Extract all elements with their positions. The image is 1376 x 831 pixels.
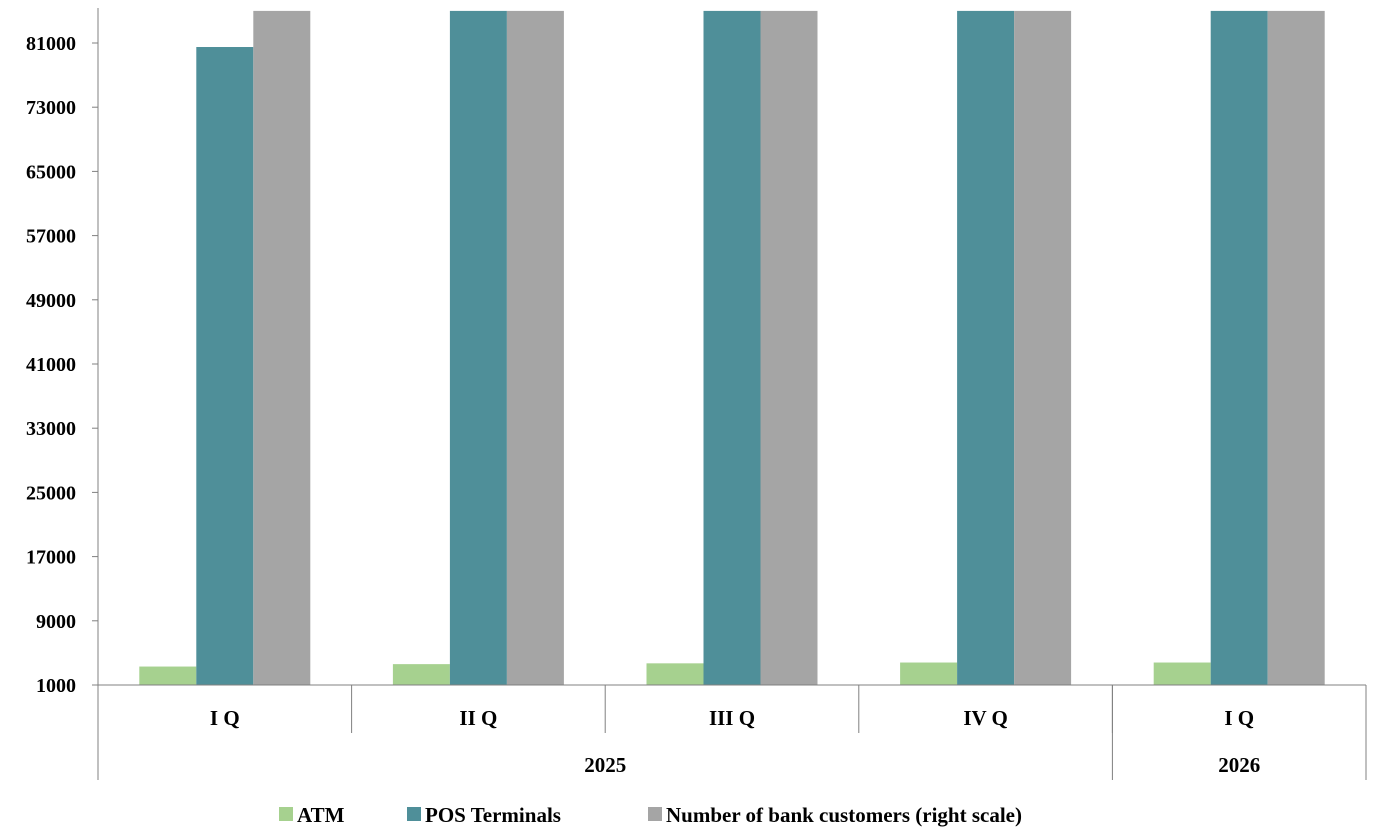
y-tick-label: 65000 (26, 161, 76, 183)
legend-swatch (648, 807, 662, 821)
bar-atm-0 (139, 666, 197, 685)
bar-atm-2 (646, 663, 704, 685)
legend-swatch (407, 807, 421, 821)
legend-label: POS Terminals (425, 803, 561, 827)
bar-atm-1 (392, 664, 450, 685)
y-tick-label: 9000 (36, 611, 76, 633)
bar-number-of-bank-customers-right-scale-1 (506, 10, 564, 685)
bar-pos-terminals-1 (449, 10, 507, 685)
y-tick-label: 33000 (26, 418, 76, 440)
y-tick-label: 17000 (26, 547, 76, 569)
category-label: III Q (709, 706, 755, 730)
legend-swatch (279, 807, 293, 821)
y-tick-label: 41000 (26, 354, 76, 376)
legend-label: ATM (297, 803, 345, 827)
bar-number-of-bank-customers-right-scale-0 (253, 10, 311, 685)
x-axis: I Q II Q III Q IV Q I Q 2025 2026 (97, 684, 1367, 780)
bar-number-of-bank-customers-right-scale-4 (1267, 10, 1325, 685)
legend-label: Number of bank customers (right scale) (666, 803, 1022, 827)
bar-pos-terminals-4 (1210, 10, 1268, 685)
bars (139, 10, 1325, 685)
y-tick-label: 57000 (26, 226, 76, 248)
category-label: IV Q (963, 706, 1008, 730)
bar-pos-terminals-0 (196, 47, 254, 685)
category-label: II Q (459, 706, 497, 730)
bar-pos-terminals-3 (957, 10, 1015, 685)
bar-atm-3 (900, 662, 958, 685)
y-tick-label: 81000 (26, 33, 76, 55)
year-group-label: 2026 (1218, 753, 1260, 777)
bar-atm-4 (1153, 662, 1211, 685)
category-label: I Q (1224, 706, 1254, 730)
category-label: I Q (210, 706, 240, 730)
bar-pos-terminals-2 (703, 10, 761, 685)
year-group-label: 2025 (584, 753, 626, 777)
bar-number-of-bank-customers-right-scale-3 (1014, 10, 1072, 685)
y-tick-label: 49000 (26, 290, 76, 312)
bar-number-of-bank-customers-right-scale-2 (760, 10, 818, 685)
y-tick-label: 25000 (26, 482, 76, 504)
y-tick-label: 1000 (36, 675, 76, 697)
legend: ATM POS Terminals Number of bank customers… (279, 803, 1022, 827)
y-tick-label: 73000 (26, 97, 76, 119)
y-axis: 1000 9000 17000 25000 33000 41000 49000 57000 65… (26, 8, 99, 697)
